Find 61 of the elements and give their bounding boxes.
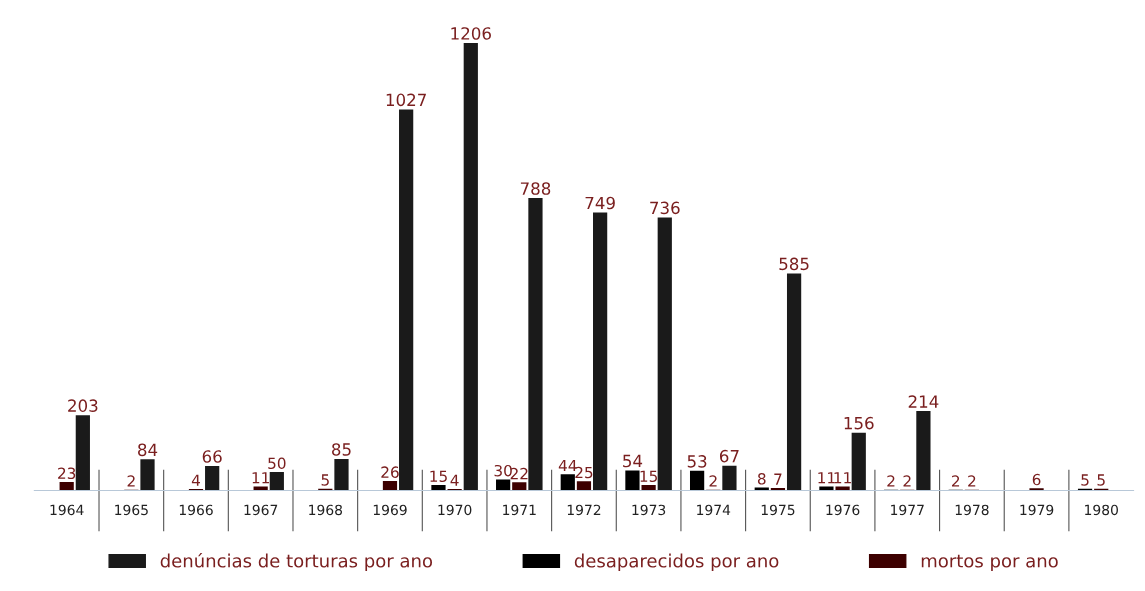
x-tick-label: 1965 <box>115 504 148 516</box>
data-label: 85 <box>332 443 351 456</box>
data-label: 2 <box>709 475 717 487</box>
data-label: 5 <box>321 474 329 486</box>
x-tick-label: 1971 <box>503 504 536 516</box>
x-tick-label: 1977 <box>891 504 924 516</box>
data-label: 214 <box>908 395 939 408</box>
data-label: 2 <box>887 475 895 487</box>
data-label: 4 <box>450 474 459 486</box>
x-tick-label: 1968 <box>309 504 343 516</box>
data-label: 26 <box>381 466 399 478</box>
x-tick-label: 1964 <box>50 504 84 516</box>
data-label: 2 <box>903 475 911 487</box>
data-label: 8 <box>757 473 766 485</box>
x-tick-label: 1973 <box>632 504 666 516</box>
data-label: 11 <box>834 472 851 484</box>
data-label: 2 <box>952 475 960 487</box>
data-label: 30 <box>494 464 512 477</box>
data-label: 53 <box>687 455 707 468</box>
data-label: 5 <box>1097 474 1105 486</box>
data-label: 44 <box>558 459 577 472</box>
x-tick-label: 1974 <box>697 504 731 516</box>
data-label: 7 <box>774 473 782 485</box>
x-tick-label: 1975 <box>761 504 795 516</box>
legend-label: mortos por ano <box>921 554 1058 572</box>
data-label: 203 <box>68 399 98 412</box>
data-label: 23 <box>58 467 76 480</box>
data-label: 1206 <box>451 27 491 40</box>
data-label: 2 <box>968 475 976 487</box>
x-tick-label: 1972 <box>567 504 601 516</box>
x-tick-label: 1980 <box>1085 504 1118 516</box>
data-label: 22 <box>510 467 528 480</box>
data-label: 736 <box>650 201 680 215</box>
x-tick-label: 1978 <box>955 504 989 516</box>
x-tick-label: 1979 <box>1020 504 1054 516</box>
legend-label: denúncias de torturas por ano <box>160 552 433 572</box>
data-label: 66 <box>202 450 222 463</box>
data-label: 11 <box>818 472 835 484</box>
x-tick-label: 1976 <box>826 504 860 516</box>
x-tick-label: 1969 <box>373 504 407 516</box>
x-tick-label: 1966 <box>179 504 213 516</box>
data-label: 67 <box>719 449 739 463</box>
data-label: 788 <box>520 182 551 195</box>
data-label: 4 <box>191 474 200 486</box>
data-label: 5 <box>1081 474 1089 486</box>
legend-label: desaparecidos por ano <box>574 553 779 572</box>
data-label: 50 <box>268 457 286 470</box>
data-label: 15 <box>640 470 657 482</box>
data-label: 749 <box>585 196 615 210</box>
data-label: 15 <box>430 470 447 482</box>
data-label: 6 <box>1032 473 1041 486</box>
data-label: 1027 <box>386 93 426 107</box>
data-label: 84 <box>138 443 158 457</box>
data-label: 585 <box>779 257 809 271</box>
data-label: 25 <box>575 466 593 479</box>
x-tick-label: 1970 <box>438 504 472 516</box>
data-label: 156 <box>844 416 874 430</box>
data-label: 11 <box>252 472 269 484</box>
data-label: 2 <box>127 475 135 487</box>
data-label: 54 <box>623 454 643 468</box>
x-tick-label: 1967 <box>244 504 278 516</box>
